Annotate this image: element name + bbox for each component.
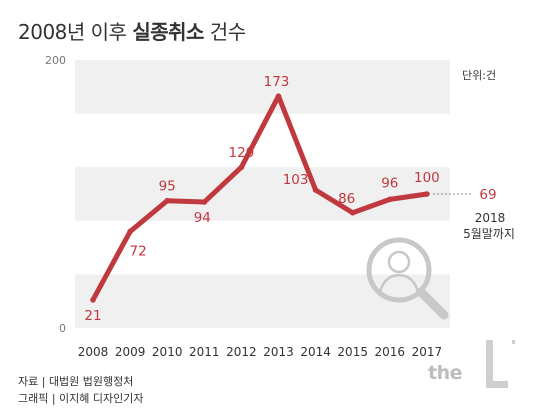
logo-mark — [486, 340, 515, 388]
y-tick-label: 0 — [59, 322, 66, 335]
x-tick-label: 2012 — [226, 345, 257, 359]
x-tick-label: 2017 — [412, 345, 443, 359]
data-label: 95 — [159, 179, 176, 195]
title-suffix: 건수 — [203, 20, 246, 44]
data-point — [164, 197, 170, 204]
x-tick-label: 2013 — [263, 345, 294, 359]
background-band — [75, 60, 450, 114]
data-point — [127, 228, 133, 235]
data-series — [90, 93, 430, 303]
logo-text: the — [428, 362, 463, 384]
data-point — [424, 191, 430, 197]
x-tick-label: 2009 — [115, 345, 146, 359]
x-axis-labels: 2008 2009 2010 2011 2012 2013 2014 2015 2016 2017 — [78, 345, 442, 359]
data-label: 94 — [194, 210, 211, 226]
data-label: 72 — [130, 244, 147, 260]
data-point — [90, 297, 96, 303]
data-labels: 21 72 95 94 120 173 103 86 96 100 — [84, 74, 439, 324]
background-band — [75, 274, 450, 328]
data-point — [238, 164, 245, 170]
series-line — [90, 93, 430, 303]
source-credits: 자료 | 대법원 법원행정처 그래픽 | 이지혜 디자인기자 — [18, 373, 144, 407]
x-tick-label: 2015 — [337, 345, 368, 359]
extra-point-year: 2018 — [475, 211, 506, 225]
x-tick-label: 2008 — [78, 345, 109, 359]
data-point — [387, 196, 393, 203]
data-label: 86 — [338, 191, 355, 207]
data-point — [349, 209, 356, 216]
data-label: 173 — [264, 74, 290, 90]
data-point — [275, 93, 282, 99]
extra-point-value: 69 — [479, 187, 496, 203]
data-point — [201, 199, 208, 205]
title-prefix: 2008년 이후 — [18, 20, 133, 44]
background-bands — [75, 60, 450, 328]
data-label: 21 — [84, 308, 101, 324]
x-tick-label: 2016 — [375, 345, 406, 359]
chart-title: 2008년 이후 실종취소 건수 — [18, 16, 246, 45]
data-label: 100 — [414, 170, 440, 186]
data-label: 103 — [283, 172, 309, 188]
credit-line: 그래픽 | 이지혜 디자인기자 — [18, 392, 144, 405]
x-tick-label: 2010 — [152, 345, 183, 359]
x-tick-label: 2014 — [300, 345, 331, 359]
data-label: 96 — [381, 175, 398, 191]
unit-label: 단위:건 — [462, 69, 497, 82]
y-tick-label: 200 — [45, 54, 66, 67]
data-point — [312, 187, 319, 193]
x-tick-label: 2011 — [189, 345, 220, 359]
magnifier-person-icon — [366, 237, 449, 320]
y-axis-ticks: 0 200 — [45, 54, 66, 335]
extra-point-group: 69 2018 5월말까지 — [432, 187, 515, 241]
title-bold: 실종취소 — [132, 20, 204, 44]
extra-point-note: 5월말까지 — [463, 227, 515, 241]
source-line: 자료 | 대법원 법원행정처 — [18, 375, 134, 388]
background-band — [75, 167, 450, 221]
data-label: 120 — [229, 145, 255, 161]
